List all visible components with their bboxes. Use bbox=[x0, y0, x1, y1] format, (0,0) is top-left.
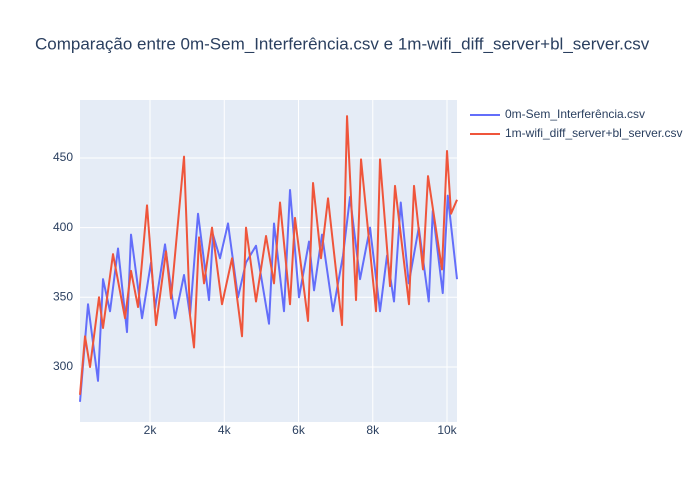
y-tick-label: 300 bbox=[53, 359, 73, 373]
x-tick-label: 2k bbox=[144, 423, 158, 437]
y-tick-label: 400 bbox=[53, 220, 73, 234]
plot-area bbox=[80, 100, 457, 422]
x-tick-label: 8k bbox=[366, 423, 380, 437]
lines bbox=[79, 115, 458, 402]
series-line bbox=[79, 115, 458, 395]
legend-label: 0m-Sem_Interferência.csv bbox=[505, 107, 645, 121]
legend-label: 1m-wifi_diff_server+bl_server.csv bbox=[505, 126, 683, 140]
x-tick-label: 6k bbox=[292, 423, 306, 437]
x-tick-label: 10k bbox=[437, 423, 457, 437]
y-tick-label: 450 bbox=[53, 150, 73, 164]
chart-title: Comparação entre 0m-Sem_Interferência.cs… bbox=[35, 34, 650, 53]
legend: 0m-Sem_Interferência.csv 1m-wifi_diff_ser… bbox=[470, 107, 683, 140]
x-tick-label: 4k bbox=[218, 423, 232, 437]
series-line bbox=[79, 189, 458, 402]
y-tick-label: 350 bbox=[53, 289, 73, 303]
